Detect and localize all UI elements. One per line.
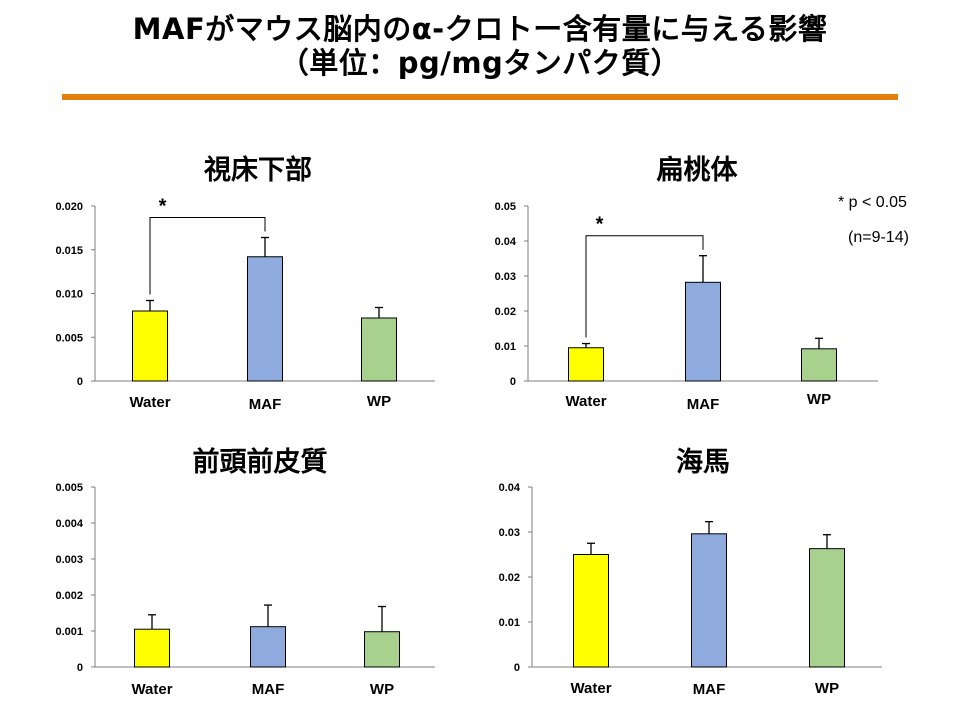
- significance-bracket: [585, 235, 704, 338]
- bar-water: [568, 347, 604, 382]
- y-tick-label: 0.01: [499, 617, 520, 629]
- chart-title: 前頭前皮質: [193, 446, 328, 478]
- category-label-water: Water: [565, 393, 606, 410]
- y-tick-label: 0.004: [55, 518, 83, 530]
- sample-size-note: (n=9-14): [848, 229, 909, 246]
- chart-title: 扁桃体: [657, 155, 739, 186]
- y-tick-label: 0: [77, 376, 83, 388]
- y-tick-label: 0.04: [499, 482, 521, 494]
- category-label-water: Water: [570, 680, 611, 697]
- chart-panel-3: 前頭前皮質 0 0.001 0.002 0.003 0.004 0.005 Water MAF W…: [55, 446, 435, 698]
- y-tick-label: 0.01: [495, 341, 516, 353]
- category-label-maf: MAF: [693, 681, 726, 698]
- y-tick-label: 0: [77, 662, 83, 674]
- y-tick-label: 0.05: [495, 201, 516, 213]
- significance-star: *: [596, 214, 604, 236]
- bar-wp: [801, 348, 837, 382]
- y-tick-label: 0.020: [55, 201, 83, 213]
- bar-maf: [247, 256, 283, 382]
- category-label-maf: MAF: [252, 681, 285, 698]
- category-label-maf: MAF: [249, 396, 282, 413]
- bar-wp: [361, 317, 397, 382]
- y-tick-label: 0.005: [55, 482, 83, 494]
- title-divider: [62, 94, 898, 100]
- chart-title: 視床下部: [204, 154, 312, 186]
- bar-water: [573, 554, 609, 668]
- y-tick-label: 0.02: [495, 306, 516, 318]
- significance-star: *: [159, 196, 167, 218]
- category-label-wp: WP: [367, 393, 391, 410]
- y-tick-label: 0.001: [55, 626, 83, 638]
- y-tick-label: 0.03: [495, 271, 516, 283]
- y-tick-label: 0.002: [55, 590, 83, 602]
- significance-bracket: [149, 217, 266, 295]
- y-tick-label: 0.015: [55, 245, 83, 257]
- bar-wp: [809, 548, 845, 668]
- chart-panel-2: 扁桃体 0 0.01 0.02 0.03 0.04 0.05 Water MAF WP *: [495, 155, 878, 413]
- bar-maf: [250, 626, 286, 668]
- y-tick-label: 0.005: [55, 332, 83, 344]
- category-label-water: Water: [129, 394, 170, 411]
- chart-panel-1: 視床下部 0 0.005 0.010 0.015 0.020 Water MAF WP *: [55, 154, 435, 413]
- y-tick-label: 0.02: [499, 572, 520, 584]
- category-label-wp: WP: [807, 391, 831, 408]
- bar-water: [134, 628, 170, 668]
- slide-title: MAFがマウス脳内のα-クロトー含有量に与える影響 （単位：pg/mgタンパク質…: [0, 12, 960, 80]
- title-line-2: （単位：pg/mgタンパク質）: [279, 46, 681, 80]
- bar-maf: [685, 281, 721, 382]
- y-tick-label: 0.03: [499, 527, 520, 539]
- y-tick-label: 0: [510, 376, 516, 388]
- y-tick-label: 0.003: [55, 554, 83, 566]
- bar-water: [132, 310, 168, 382]
- significance-note: * p < 0.05: [838, 194, 907, 211]
- y-tick-label: 0: [514, 662, 520, 674]
- category-label-wp: WP: [815, 680, 839, 697]
- category-label-water: Water: [131, 681, 172, 698]
- bar-wp: [364, 631, 400, 668]
- category-label-wp: WP: [370, 681, 394, 698]
- bar-maf: [691, 533, 727, 668]
- title-line-1: MAFがマウス脳内のα-クロトー含有量に与える影響: [132, 12, 828, 46]
- y-tick-label: 0.04: [495, 236, 517, 248]
- y-tick-label: 0.010: [55, 289, 83, 301]
- category-label-maf: MAF: [687, 396, 720, 413]
- chart-panel-4: 海馬 0 0.01 0.02 0.03 0.04 Water MAF WP: [499, 447, 882, 698]
- chart-title: 海馬: [676, 447, 730, 478]
